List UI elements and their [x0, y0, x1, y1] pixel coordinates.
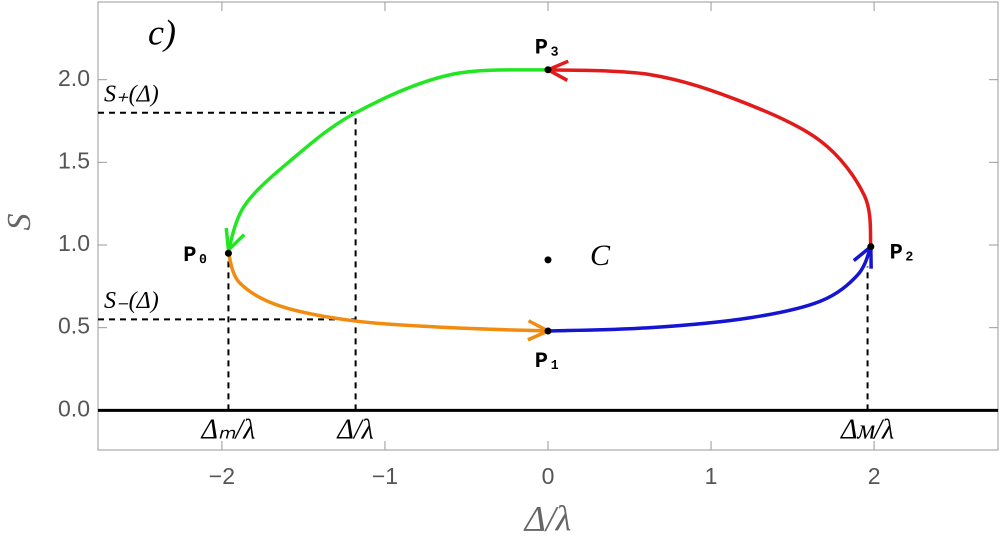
marker-label: Δₘ/λ	[201, 415, 256, 446]
curve	[226, 252, 549, 333]
panel-label: c)	[148, 12, 176, 52]
curve	[547, 68, 873, 247]
marker-label: Δ/λ	[336, 415, 373, 446]
point	[544, 66, 552, 74]
point	[867, 243, 875, 251]
x-tick-label: 0	[542, 463, 555, 489]
point	[224, 249, 232, 257]
curve	[226, 68, 549, 251]
x-tick-label: −1	[372, 463, 398, 489]
x-tick-label: −2	[209, 463, 235, 489]
marker-label: Δᴍ/λ	[840, 415, 894, 446]
point-label: C	[590, 239, 611, 272]
x-tick-label: 1	[705, 463, 718, 489]
y-axis-label: S	[1, 214, 38, 231]
y-tick-label: 1.5	[58, 147, 90, 173]
y-tick-label: 0.5	[58, 313, 90, 339]
point	[544, 256, 552, 264]
point	[544, 327, 552, 335]
level-label: S₋(Δ)	[104, 288, 159, 314]
x-tick-label: 2	[868, 463, 881, 489]
point-label: P₀	[183, 243, 209, 268]
curve	[547, 245, 873, 333]
point-label: P₁	[535, 349, 561, 374]
point-label: P₃	[535, 36, 561, 61]
point-label: P₂	[890, 240, 916, 265]
level-label: S₊(Δ)	[104, 81, 159, 107]
y-tick-label: 2.0	[58, 65, 90, 91]
x-axis-label: Δ/λ	[523, 498, 572, 538]
y-tick-label: 0.0	[58, 395, 90, 421]
y-tick-label: 1.0	[58, 230, 90, 256]
